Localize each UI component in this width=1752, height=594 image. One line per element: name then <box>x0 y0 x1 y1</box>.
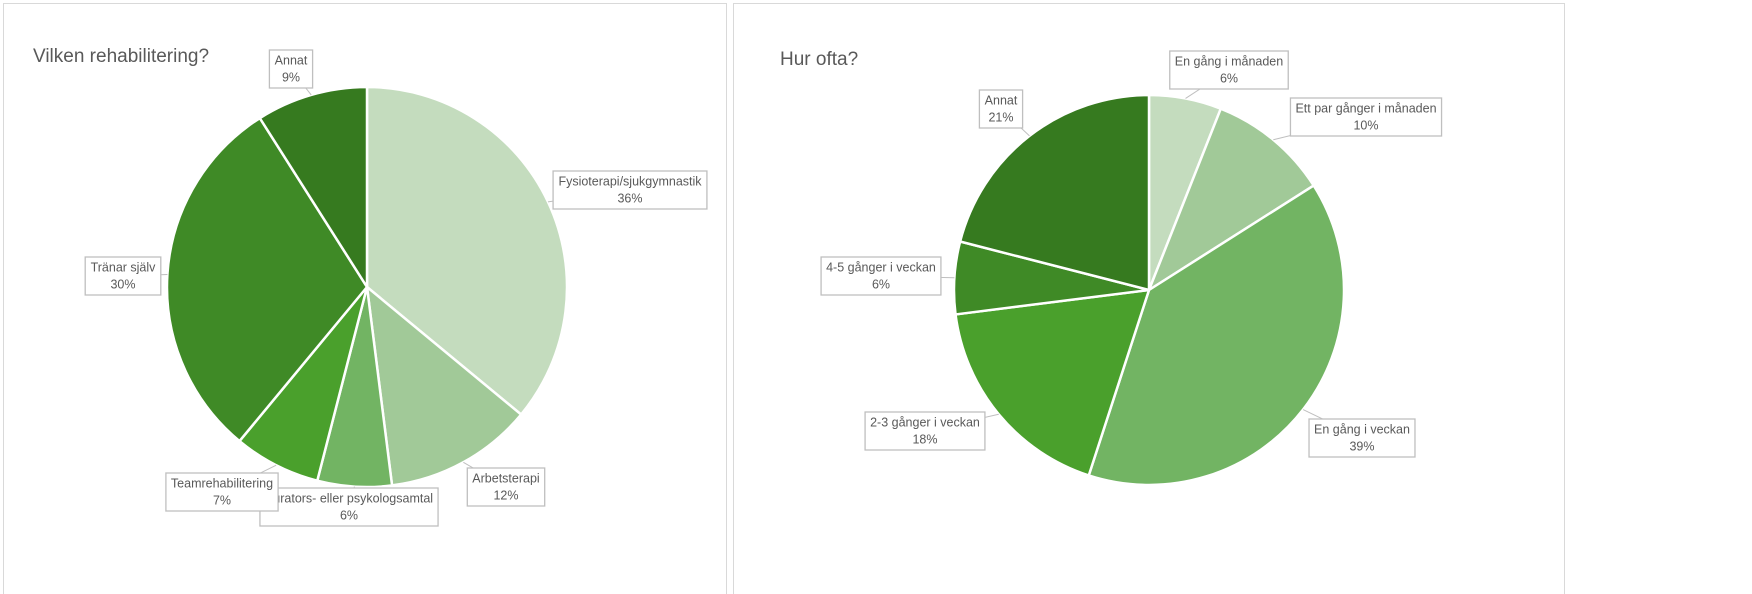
data-label-value: 12% <box>493 488 518 502</box>
data-label-value: 7% <box>213 493 231 507</box>
label-box <box>1308 418 1416 458</box>
data-label-value: 6% <box>1220 71 1238 85</box>
label-box <box>268 49 314 89</box>
label-box <box>978 89 1024 129</box>
data-label-name: En gång i veckan <box>1314 422 1410 436</box>
label-box <box>259 487 439 527</box>
pie <box>952 93 1346 487</box>
data-label-name: Kurators- eller psykologsamtal <box>265 491 433 505</box>
data-label-value: 9% <box>282 70 300 84</box>
label-box <box>1289 97 1443 137</box>
data-label-value: 18% <box>912 432 937 446</box>
pie-slice <box>365 285 523 487</box>
data-label-name: 2-3 gånger i veckan <box>870 415 980 429</box>
labels: En gång i månaden 6% Ett par gånger i måna… <box>820 50 1443 458</box>
data-label-value: 21% <box>988 110 1013 124</box>
data-label-value: 10% <box>1353 118 1378 132</box>
data-label-name: Arbetsterapi <box>472 471 539 485</box>
data-label-name: En gång i månaden <box>1175 54 1283 68</box>
data-label-value: 36% <box>617 191 642 205</box>
label-box <box>552 170 708 210</box>
pie-slice <box>365 85 569 416</box>
data-label-name: Annat <box>275 53 308 67</box>
data-label-name: Ett par gånger i månaden <box>1295 101 1436 115</box>
data-label-value: 30% <box>110 277 135 291</box>
data-label-name: Teamrehabilitering <box>171 476 273 490</box>
label-box <box>165 472 279 512</box>
pie-slice <box>1147 107 1315 292</box>
pie <box>165 85 569 489</box>
data-label-name: Tränar själv <box>91 260 157 274</box>
data-label-name: Annat <box>985 93 1018 107</box>
label-box <box>820 256 942 296</box>
label-box <box>466 467 546 507</box>
chart-title: Hur ofta? <box>780 49 858 70</box>
chart-title: Vilken rehabilitering? <box>33 46 209 67</box>
data-label-value: 6% <box>872 277 890 291</box>
label-box <box>864 411 986 451</box>
data-label-name: Fysioterapi/sjukgymnastik <box>558 174 702 188</box>
pie-slice <box>954 288 1151 477</box>
data-label-value: 6% <box>340 508 358 522</box>
label-box <box>1169 50 1289 90</box>
pie-slice <box>1087 184 1346 487</box>
labels: Fysioterapi/sjukgymnastik 36% Arbetsterapi… <box>84 49 708 527</box>
data-label-value: 39% <box>1349 439 1374 453</box>
data-label-name: 4-5 gånger i veckan <box>826 260 936 274</box>
pie-slice <box>258 85 369 289</box>
pie-slice <box>958 93 1151 292</box>
label-box <box>84 256 162 296</box>
